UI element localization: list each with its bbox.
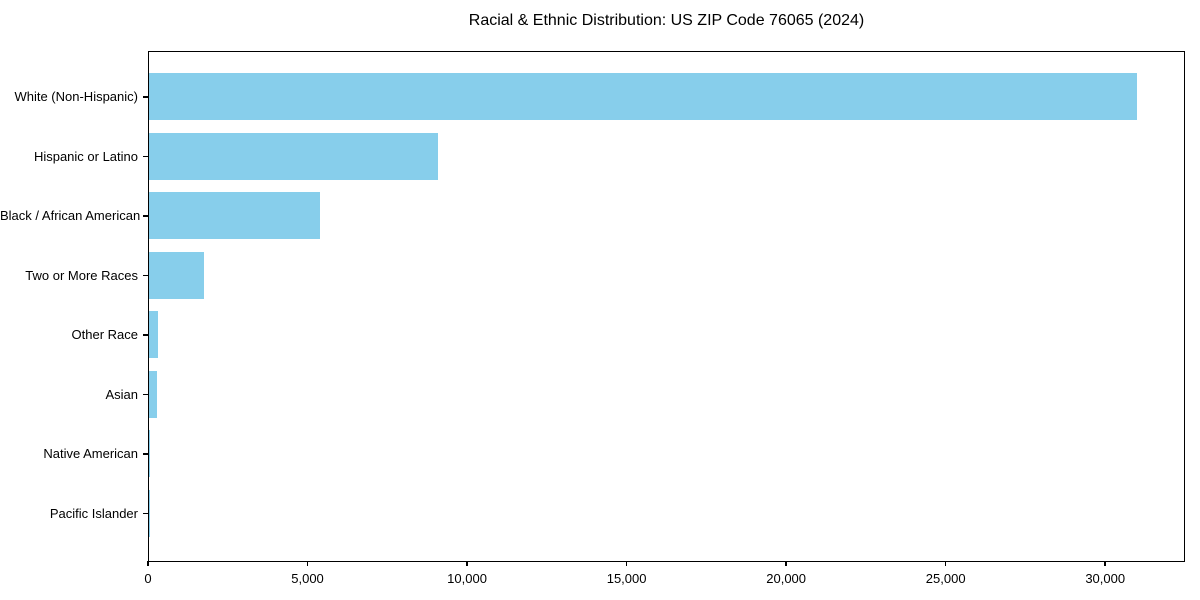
bar-white-non-hispanic [149, 73, 1137, 120]
y-tick-mark [143, 215, 148, 217]
y-tick-mark [143, 393, 148, 396]
bar-two-or-more-races [149, 251, 204, 299]
x-tick-label: 15,000 [606, 571, 647, 586]
bar-other-race [149, 311, 158, 358]
x-tick-mark [1104, 561, 1106, 566]
y-tick-label: White (Non-Hispanic) [14, 89, 138, 104]
y-tick-mark [143, 334, 148, 336]
y-tick-mark [143, 453, 148, 455]
bar-asian [149, 370, 157, 418]
x-tick-mark [147, 561, 149, 566]
y-tick-label: Other Race [71, 327, 138, 342]
x-tick-label: 5,000 [291, 571, 324, 586]
x-tick-label: 0 [144, 571, 152, 586]
x-tick-mark [306, 561, 309, 566]
chart-title: Racial & Ethnic Distribution: US ZIP Cod… [468, 12, 865, 29]
x-tick-mark [625, 561, 628, 566]
x-tick-mark [944, 561, 947, 566]
y-tick-label: Black / African American [0, 208, 141, 223]
y-tick-label: Hispanic or Latino [33, 148, 138, 164]
plot-area [148, 51, 1185, 562]
x-tick-label: 10,000 [447, 571, 487, 586]
y-tick-label: Two or More Races [25, 267, 138, 283]
bar-black-african-american [149, 192, 320, 239]
y-tick-mark [143, 155, 148, 158]
x-tick-label: 20,000 [766, 571, 807, 586]
x-tick-mark [785, 561, 787, 566]
y-tick-mark [143, 512, 148, 515]
x-tick-mark [466, 561, 468, 566]
x-tick-label: 25,000 [925, 571, 966, 586]
y-tick-mark [143, 96, 148, 98]
y-tick-label: Native American [43, 446, 138, 461]
y-tick-label: Asian [105, 386, 138, 402]
bar-hispanic-or-latino [149, 132, 439, 180]
y-tick-mark [143, 274, 148, 277]
y-tick-label: Pacific Islander [49, 505, 138, 521]
bar-native-american [149, 430, 151, 477]
x-tick-label: 30,000 [1085, 571, 1126, 586]
